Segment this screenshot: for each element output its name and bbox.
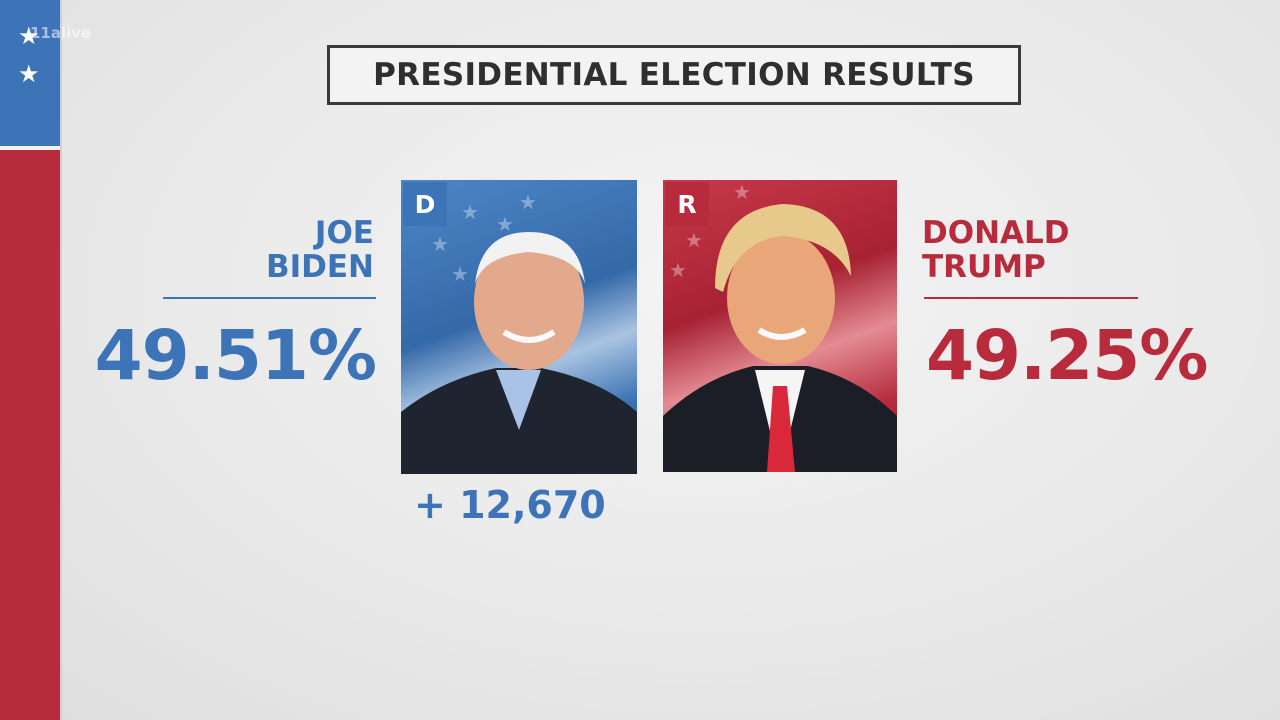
- side-bar-separator: [0, 146, 60, 150]
- candidate-photo-republican: ★ ★ ★ R: [663, 180, 897, 472]
- star-icon: ★: [461, 200, 479, 224]
- page-title: PRESIDENTIAL ELECTION RESULTS: [373, 57, 975, 93]
- vote-lead-democrat: + 12,670: [414, 483, 606, 527]
- vote-percent-democrat: 49.51%: [94, 316, 377, 396]
- candidate-first-name: JOE: [314, 215, 374, 251]
- star-icon: ★: [733, 180, 751, 204]
- party-badge-republican: R: [665, 182, 709, 226]
- divider-democrat: [163, 297, 376, 299]
- candidate-last-name: BIDEN: [265, 249, 374, 285]
- side-bar-blue: [0, 0, 60, 146]
- candidate-last-name: TRUMP: [922, 249, 1046, 285]
- candidate-name-republican: DONALD TRUMP: [922, 216, 1070, 284]
- portrait-silhouette: [663, 204, 897, 472]
- divider-republican: [924, 297, 1138, 299]
- star-icon: ★: [669, 258, 687, 282]
- side-bar-edge: [60, 0, 62, 720]
- title-box: PRESIDENTIAL ELECTION RESULTS: [327, 45, 1021, 105]
- party-badge-democrat: D: [403, 182, 447, 226]
- star-icon: ★: [431, 232, 449, 256]
- candidate-name-democrat: JOE BIDEN: [266, 216, 374, 284]
- vote-percent-republican: 49.25%: [926, 316, 1208, 396]
- candidate-first-name: DONALD: [922, 215, 1070, 251]
- portrait-silhouette: [401, 232, 637, 474]
- star-icon: ★: [685, 228, 703, 252]
- candidate-photo-democrat: ★ ★ ★ ★ ★ D: [401, 180, 637, 474]
- star-icon: ★: [496, 212, 514, 236]
- star-icon: ★: [18, 22, 40, 50]
- side-bar-red: [0, 150, 60, 720]
- station-watermark: 11alive: [30, 24, 92, 42]
- star-icon: ★: [451, 262, 469, 286]
- star-icon: ★: [18, 60, 40, 88]
- star-icon: ★: [519, 190, 537, 214]
